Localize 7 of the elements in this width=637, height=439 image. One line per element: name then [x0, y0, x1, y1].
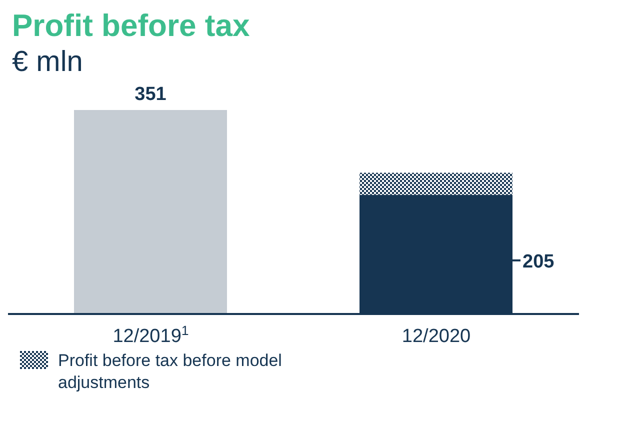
data-label: 351	[134, 84, 167, 105]
x-tick-label: 12/2019$^{1}$	[112, 322, 189, 347]
legend-label: Profit before tax before model adjustments	[58, 350, 283, 394]
x-tick-label: 12/2020	[402, 326, 471, 347]
chart-subtitle: € mln	[11, 45, 84, 80]
data-label: 205	[522, 251, 555, 272]
chart-title: Profit before tax	[11, 8, 251, 44]
